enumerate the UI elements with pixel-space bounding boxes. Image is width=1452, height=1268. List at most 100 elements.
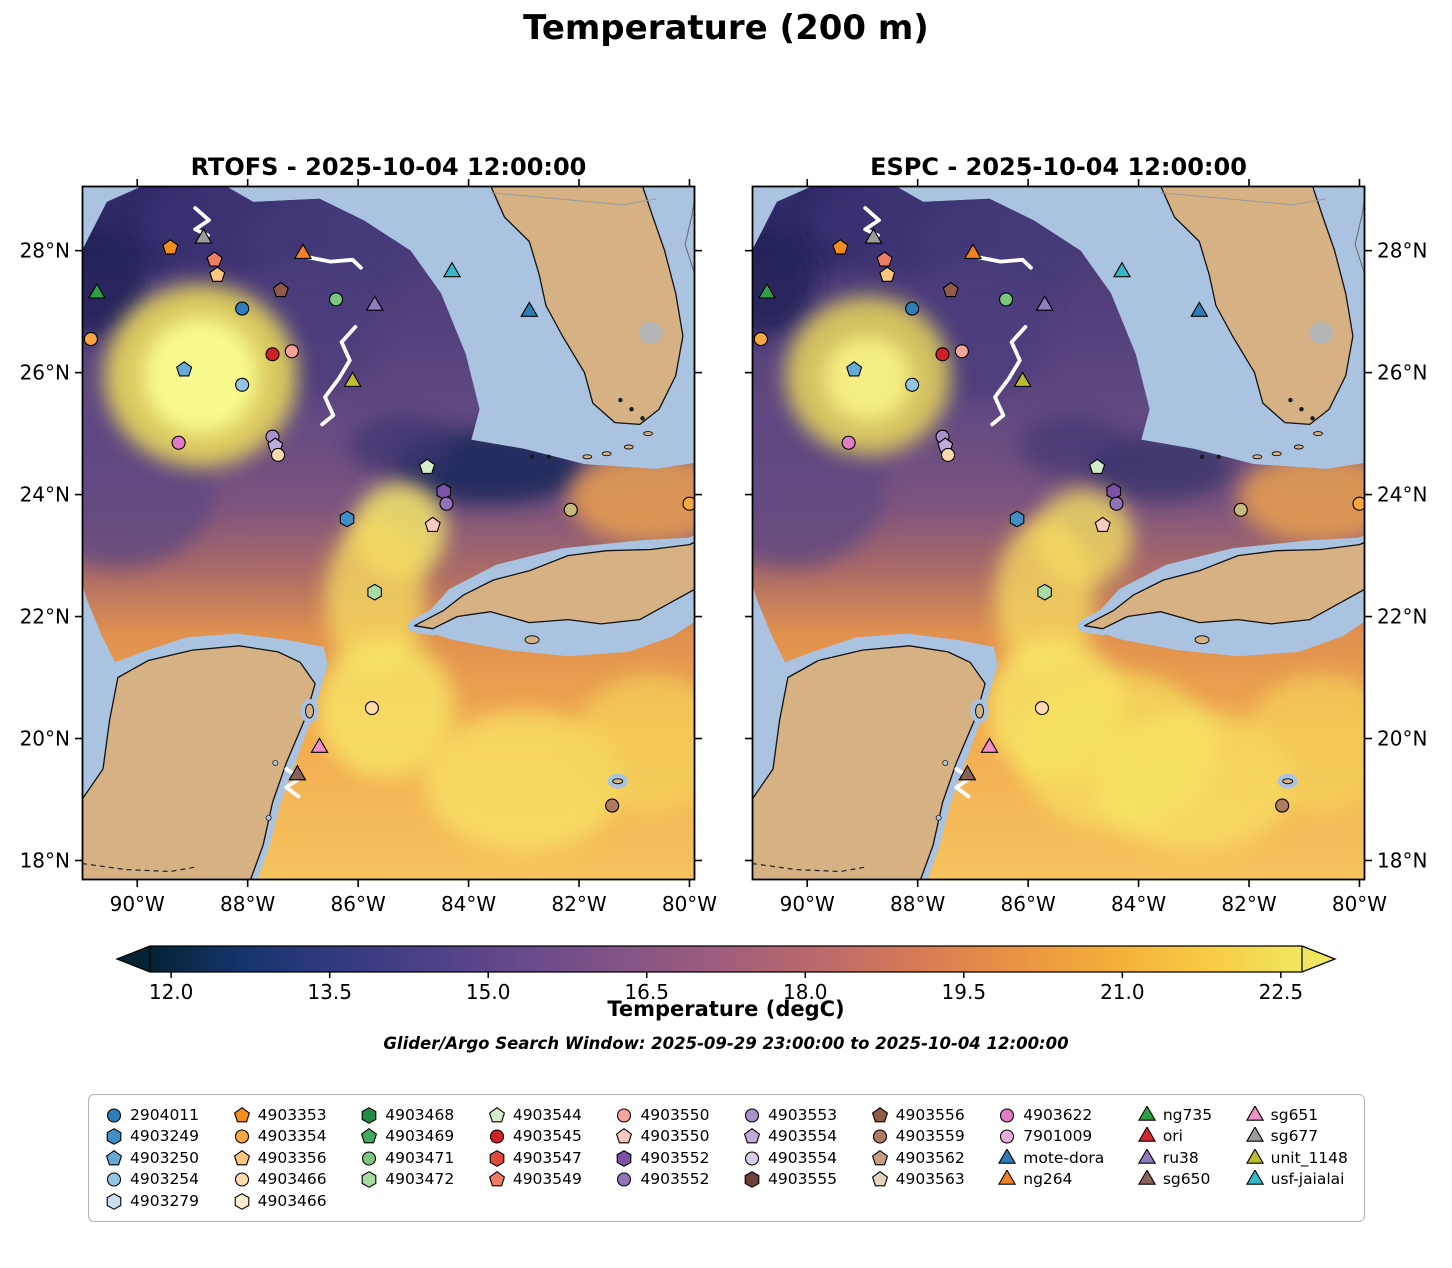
pentagon-marker-icon [744,1128,761,1144]
map-marker-4903472 [1037,583,1052,601]
florida-keys-island [601,451,612,457]
tick-label: 13.5 [307,980,352,1004]
legend-item-usf-jaialai: usf-jaialai [1245,1169,1348,1191]
legend-item-4903549: 4903549 [488,1169,582,1191]
colorbar-gradient [150,946,1302,972]
axes-frame [81,185,696,881]
map-marker-4903249 [339,510,355,528]
legend-label: 4903250 [130,1148,200,1167]
state-border-line [1160,192,1327,206]
coastal-lagoon [265,814,272,821]
legend-item-4903545: 4903545 [488,1126,582,1148]
bahamas-coast-line [684,195,695,276]
circle-marker-icon [617,1108,632,1123]
map-panel-espc: 90°W 88°W 86°W 84°W 82°W 80°W 28°N 26°N 24°N 22°N… [745,179,1427,916]
legend-item-4903468: 4903468 [360,1104,454,1126]
tick-label: 82°W [1221,892,1276,916]
temperature-blob [349,415,455,477]
circle-marker-icon [106,1172,122,1187]
legend-label: 4903563 [895,1170,965,1189]
figure-title: Temperature (200 m) [523,8,929,48]
hexagon-marker-icon [489,1149,505,1167]
legend-column-8: 4903622 7901009 mote-dora ng264 [998,1104,1104,1190]
tick-label: 24°N [20,483,70,507]
axes-frame [751,185,1366,881]
pentagon-marker-icon [488,1106,505,1123]
legend-item-4903555: 4903555 [743,1169,837,1191]
map-marker-usf-jaialai [442,261,462,278]
coast-speck [1299,407,1304,412]
legend-item-4903250: 4903250 [105,1147,199,1169]
triangle-marker-icon [998,1148,1017,1164]
map-marker-ng735 [757,282,776,299]
colorbar-extend-min [117,946,150,972]
land-polygon [82,645,316,880]
legend-label: sg677 [1270,1127,1319,1146]
legend-label: 4903556 [895,1105,965,1124]
circle-marker-icon [106,1108,122,1123]
florida-keys-island [582,454,593,460]
hexagon-marker-icon [106,1128,122,1146]
circle-marker-icon [744,1151,760,1166]
map-marker-usf-jaialai [1112,261,1132,278]
triangle-marker-icon [1137,1127,1156,1142]
legend-item-4903552: 4903552 [615,1147,709,1169]
temperature-blob [823,336,913,422]
legend-label: mote-dora [1023,1148,1105,1167]
map-marker-4903353 [832,239,849,255]
hexagon-marker-icon [617,1149,632,1167]
tick-label: 80°W [662,892,717,916]
legend-item-ng735: ng735 [1137,1104,1212,1126]
map-clip-group [752,186,1365,880]
map-marker-ng264 [963,243,982,259]
temperature-blob [1088,433,1233,501]
map-marker-4903552 [1106,483,1122,500]
legend-column-6: 4903553 4903554 4903554 4903555 [743,1104,837,1190]
legend-item-4903562: 4903562 [871,1147,965,1169]
land-polygon [490,186,684,426]
map-marker-sg650 [958,764,977,781]
legend-label: 4903356 [257,1148,327,1167]
temperature-blob [1094,711,1294,852]
tick-label: 15.0 [466,980,511,1004]
island [975,703,985,719]
legend-item-mote-dora: mote-dora [998,1147,1104,1169]
legend-item-4903554: 4903554 [743,1126,837,1148]
map-marker-4903250 [176,361,193,377]
map-marker-4903254 [905,377,920,392]
map-panel-rtofs: 90°W 88°W 86°W 84°W 82°W 80°W 28°N 26°N 24°N 22°N… [20,179,717,916]
triangle-marker-icon [1245,1170,1264,1185]
search-window-caption: Glider/Argo Search Window: 2025-09-29 23… [383,1034,1069,1053]
tick-label: 28°N [1377,239,1427,263]
legend-label: 4903552 [640,1170,710,1189]
circle-marker-icon [489,1129,504,1144]
tick-label: 20°N [1377,727,1427,751]
circle-marker-icon [872,1129,887,1144]
temperature-blob [1243,674,1365,815]
map-marker-sg677 [194,228,213,244]
island [1194,635,1210,645]
legend-item-4903254: 4903254 [105,1169,199,1191]
map-marker-4903545 [935,347,950,362]
map-marker-ru38 [1035,295,1054,311]
pentagon-marker-icon [871,1171,888,1187]
coastal-lagoon [942,759,949,766]
bahamas-coast-line [1354,195,1365,276]
map-marker-4903552 [1109,496,1124,511]
legend-item-4903550: 4903550 [615,1126,709,1148]
legend-label: 4903550 [640,1105,710,1124]
legend-label: 4903469 [385,1127,455,1146]
land-polygon [1160,186,1354,426]
temperature-blob [316,637,455,779]
tick-label: 26°N [20,361,70,385]
colorbar-label: Temperature (degC) [607,997,845,1021]
legend-label: 4903550 [640,1127,710,1146]
legend-item-4903471: 4903471 [360,1147,454,1169]
legend-item-sg651: sg651 [1245,1104,1348,1126]
temperature-blob [82,226,146,336]
legend-label: 4903559 [895,1127,965,1146]
legend-label: sg651 [1270,1105,1319,1124]
circle-marker-icon [744,1108,760,1123]
coast-speck [529,454,535,459]
map-marker-ng735 [87,282,106,299]
